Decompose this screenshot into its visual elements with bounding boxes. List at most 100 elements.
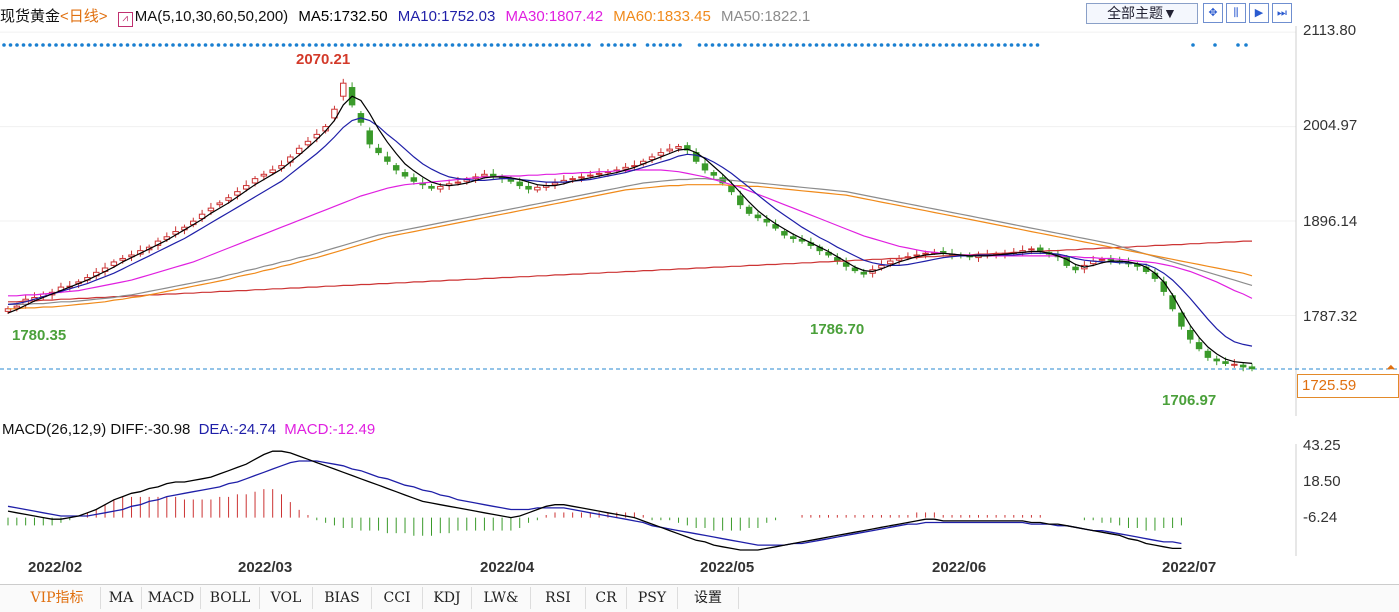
tab-boll[interactable]: BOLL: [201, 587, 260, 609]
signal-dot: [730, 43, 734, 47]
date-label: 2022/05: [700, 559, 755, 576]
signal-dot: [821, 43, 825, 47]
signal-dot: [353, 43, 357, 47]
period-selector[interactable]: <日线>: [60, 8, 108, 25]
tab-bias[interactable]: BIAS: [313, 587, 372, 609]
signal-dot: [866, 43, 871, 47]
candle-body: [666, 148, 673, 152]
macd-header: MACD(26,12,9) DIFF:-30.98 DEA:-24.74 MAC…: [2, 421, 375, 438]
signal-dot: [619, 43, 624, 47]
tab-psy[interactable]: PSY: [627, 587, 678, 609]
dea-line: [7, 460, 1182, 546]
signal-dot: [1003, 43, 1007, 47]
candle-body: [781, 231, 788, 236]
signal-dot: [717, 43, 721, 47]
signal-dot: [15, 43, 19, 47]
chart-header: 现货黄金<日线> ⩘ MA(5,10,30,60,50,200) MA5:1732…: [0, 5, 816, 27]
candle-body: [1028, 248, 1035, 251]
signal-dot: [541, 43, 546, 47]
signal-dot: [554, 43, 559, 47]
tab-vol[interactable]: VOL: [260, 587, 313, 609]
play-icon[interactable]: ▶: [1249, 3, 1269, 23]
signal-dot: [281, 43, 286, 47]
tab-macd[interactable]: MACD: [142, 587, 201, 609]
signal-dot: [47, 43, 52, 47]
signal-dot: [418, 43, 422, 47]
candle-body: [110, 261, 118, 266]
ma-settings-icon[interactable]: ⩘: [117, 12, 133, 27]
next-icon[interactable]: ⏭: [1272, 3, 1292, 23]
tab-settings[interactable]: 设置: [678, 587, 739, 609]
signal-dot: [502, 43, 507, 47]
candle-body: [1222, 361, 1229, 364]
candle-body: [1213, 358, 1220, 362]
theme-select-button[interactable]: 全部主题▼: [1086, 3, 1198, 24]
tab-ma[interactable]: MA: [101, 587, 142, 609]
signal-dot: [210, 43, 214, 47]
candle-body: [384, 156, 391, 162]
signal-dot: [535, 43, 539, 47]
candle-body: [842, 262, 850, 267]
tab-lw[interactable]: LW&: [472, 587, 531, 609]
candle-body: [340, 82, 347, 97]
signal-dot: [853, 43, 858, 47]
candle-body: [887, 260, 894, 265]
candle-body: [1231, 363, 1238, 366]
signal-dot: [28, 43, 32, 47]
candle-body: [675, 146, 682, 149]
crosshair-icon[interactable]: ✥: [1203, 3, 1223, 23]
signal-dot: [1244, 43, 1248, 47]
candle-body: [648, 156, 656, 161]
candle-body: [525, 185, 532, 190]
macd-axis-label: 18.50: [1303, 473, 1341, 490]
signal-dot: [756, 43, 760, 47]
diff-line: [7, 450, 1182, 551]
candle-body: [234, 191, 241, 196]
candle-body: [1178, 312, 1185, 327]
tab-vip[interactable]: VIP指标: [14, 587, 101, 609]
signal-dot: [346, 43, 351, 47]
tab-rsi[interactable]: RSI: [531, 587, 586, 609]
indicator-tab-bar: VIP指标 MA MACD BOLL VOL BIAS CCI KDJ LW& …: [0, 584, 1399, 612]
candle-body: [595, 172, 603, 175]
signal-dot: [951, 43, 955, 47]
tab-cci[interactable]: CCI: [372, 587, 423, 609]
signal-dot: [249, 43, 253, 47]
signal-dot: [600, 43, 604, 47]
signal-dot: [307, 43, 312, 47]
signal-dot: [925, 43, 929, 47]
price-axis-label: 2004.97: [1303, 117, 1358, 134]
macd-chart[interactable]: [0, 444, 1399, 556]
signal-dot: [983, 43, 988, 47]
signal-dot: [827, 43, 832, 47]
signal-dot: [905, 43, 910, 47]
signal-dot: [788, 43, 793, 47]
ma5-line: [7, 95, 1253, 364]
signal-dot: [710, 43, 715, 47]
candle-body: [878, 264, 885, 269]
signal-dot: [145, 43, 149, 47]
candle-body: [684, 145, 691, 151]
tab-kdj[interactable]: KDJ: [423, 587, 472, 609]
signal-dot: [814, 43, 819, 47]
signal-dot: [990, 43, 994, 47]
signal-dot: [606, 43, 611, 47]
signal-dot: [8, 43, 13, 47]
date-label: 2022/03: [238, 559, 293, 576]
signal-dot: [444, 43, 448, 47]
signal-dot: [470, 43, 474, 47]
signal-dot: [262, 43, 266, 47]
low-label-right: 1706.97: [1162, 392, 1217, 409]
period-icon[interactable]: ⫼: [1226, 3, 1246, 23]
signal-dot: [41, 43, 45, 47]
signal-dot: [333, 43, 338, 47]
signal-dot: [1191, 43, 1195, 47]
signal-dot: [164, 43, 169, 47]
candlestick-chart[interactable]: [0, 26, 1399, 416]
ma30-line: [8, 169, 1253, 299]
candle-body: [428, 185, 435, 189]
ma-label[interactable]: MA(5,10,30,60,50,200): [134, 8, 289, 25]
macd-value: MACD:-12.49: [284, 421, 376, 438]
tab-cr[interactable]: CR: [586, 587, 627, 609]
signal-dot: [158, 43, 162, 47]
